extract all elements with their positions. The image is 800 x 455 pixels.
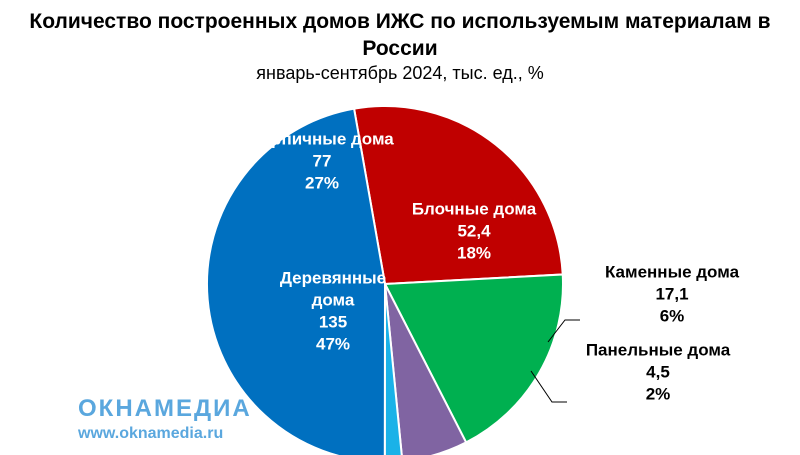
chart-header: Количество построенных домов ИЖС по испо… bbox=[0, 8, 800, 84]
watermark: ОКНАМЕДИА www.oknamedia.ru bbox=[78, 396, 252, 444]
data-label-wooden-name: Деревянные bbox=[280, 268, 386, 287]
chart-title: Количество построенных домов ИЖС по испо… bbox=[29, 10, 771, 60]
watermark-logo: ОКНАМЕДИА bbox=[78, 395, 252, 422]
data-label-wooden: Деревянные дома 135 47% bbox=[280, 268, 386, 353]
data-label-brick-percent: 27% bbox=[305, 173, 339, 192]
pie-slice-brick bbox=[352, 105, 564, 286]
data-label-block: Блочные дома 52,4 18% bbox=[412, 199, 537, 262]
data-label-block-percent: 18% bbox=[457, 243, 491, 262]
data-label-stone-percent: 6% bbox=[660, 306, 685, 325]
pie-slice-wooden bbox=[206, 107, 387, 455]
data-label-wooden-name: дома bbox=[312, 290, 355, 309]
leader-line-stone bbox=[547, 319, 580, 343]
pie-slice-panel bbox=[383, 283, 403, 455]
data-label-panel-name: Панельные дома bbox=[586, 340, 731, 359]
data-label-brick-value: 77 bbox=[313, 151, 332, 170]
data-label-panel-value: 4,5 bbox=[646, 362, 670, 381]
data-label-brick: Кирпичные дома 77 27% bbox=[250, 129, 394, 192]
data-label-block-value: 52,4 bbox=[457, 221, 491, 240]
data-label-block-name: Блочные дома bbox=[412, 199, 537, 218]
data-label-stone-name: Каменные дома bbox=[605, 262, 740, 281]
data-label-stone-value: 17,1 bbox=[655, 284, 688, 303]
leader-lines bbox=[530, 319, 580, 403]
pie-slice-block bbox=[383, 273, 564, 444]
data-labels: Кирпичные дома 77 27% Блочные дома 52,4 18% Ка… bbox=[250, 129, 739, 403]
data-label-panel-percent: 2% bbox=[646, 384, 671, 403]
leader-line-panel bbox=[530, 370, 567, 403]
data-label-stone: Каменные дома 17,1 6% bbox=[605, 262, 740, 325]
data-label-wooden-percent: 47% bbox=[316, 334, 350, 353]
pie-slices bbox=[206, 105, 564, 455]
watermark-url: www.oknamedia.ru bbox=[78, 425, 224, 442]
data-label-brick-name: Кирпичные дома bbox=[250, 129, 394, 148]
data-label-wooden-value: 135 bbox=[319, 312, 347, 331]
data-label-panel: Панельные дома 4,5 2% bbox=[586, 340, 731, 403]
chart-subtitle: январь-сентябрь 2024, тыс. ед., % bbox=[256, 63, 544, 83]
